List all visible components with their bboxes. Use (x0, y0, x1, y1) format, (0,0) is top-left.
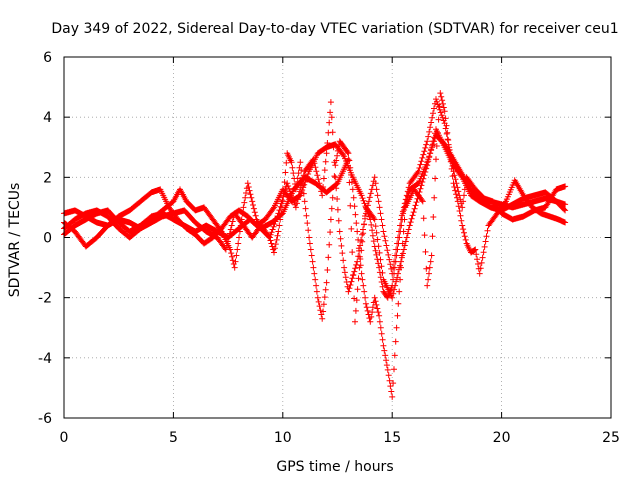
y-tick-label: -2 (38, 291, 52, 307)
x-tick-label: 0 (60, 430, 69, 446)
series-track-2 (61, 90, 569, 400)
x-axis-label: GPS time / hours (276, 459, 393, 475)
y-axis-label: SDTVAR / TECUs (7, 183, 23, 298)
series-track-3 (61, 96, 569, 295)
x-tick-label: 15 (383, 430, 401, 446)
chart-title: Day 349 of 2022, Sidereal Day-to-day VTE… (51, 21, 618, 37)
x-tick-label: 5 (169, 430, 178, 446)
y-tick-label: 4 (43, 110, 52, 126)
y-tick-label: -6 (38, 411, 52, 427)
grid (64, 57, 611, 418)
x-tick-label: 10 (274, 430, 292, 446)
marker-trace (61, 90, 569, 400)
axis-ticks: 0 5 10 15 20 25 -6 -4 -2 0 2 4 6 (38, 50, 620, 446)
y-tick-label: 0 (43, 231, 52, 247)
marker-trace (61, 126, 569, 325)
series-track-4 (61, 126, 569, 325)
y-tick-label: 2 (43, 170, 52, 186)
y-tick-label: -4 (38, 351, 52, 367)
x-tick-label: 20 (493, 430, 511, 446)
data-points (61, 90, 569, 400)
x-tick-label: 25 (602, 430, 620, 446)
y-tick-label: 6 (43, 50, 52, 66)
marker-trace (61, 96, 569, 295)
